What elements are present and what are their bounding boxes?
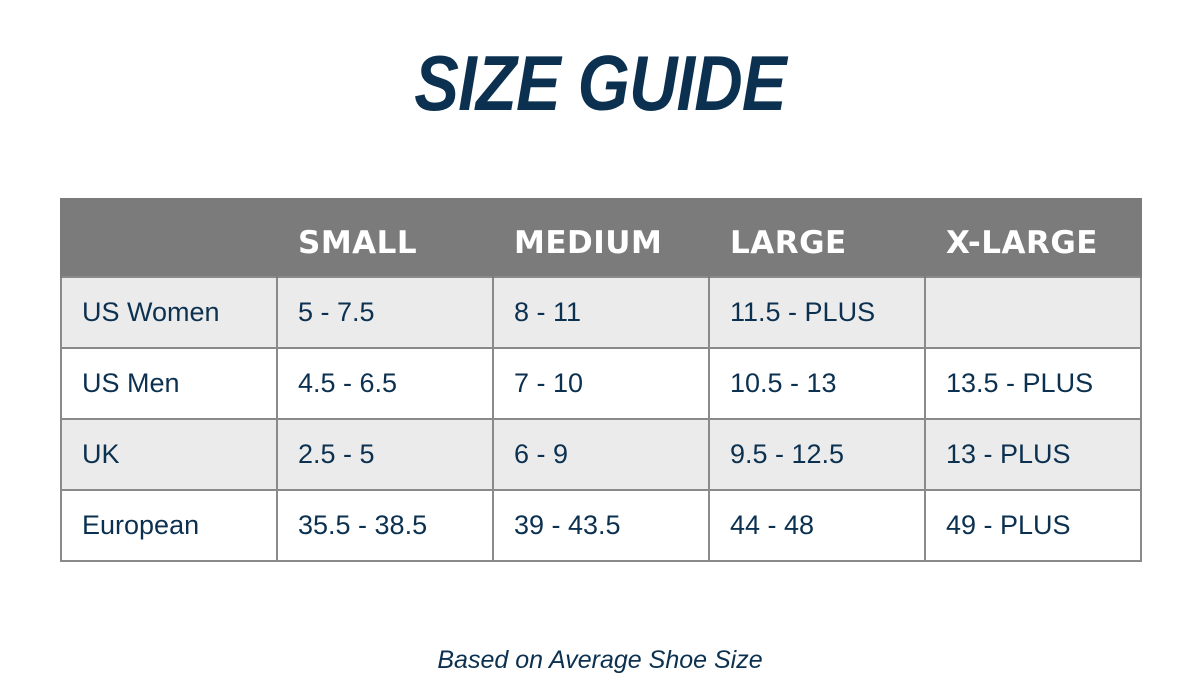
size-table: SMALL MEDIUM LARGE X-LARGE US Women 5 - … xyxy=(60,198,1142,562)
table-cell: 39 - 43.5 xyxy=(492,489,710,562)
table-cell: 44 - 48 xyxy=(708,489,926,562)
header-cell-empty xyxy=(60,198,278,277)
table-cell: 8 - 11 xyxy=(492,276,710,349)
header-cell-small: SMALL xyxy=(276,198,494,277)
table-row-european: European 35.5 - 38.5 39 - 43.5 44 - 48 4… xyxy=(60,489,1142,562)
table-cell: 2.5 - 5 xyxy=(276,418,494,491)
table-row-uk: UK 2.5 - 5 6 - 9 9.5 - 12.5 13 - PLUS xyxy=(60,418,1142,491)
table-cell: 5 - 7.5 xyxy=(276,276,494,349)
table-row-us-women: US Women 5 - 7.5 8 - 11 11.5 - PLUS xyxy=(60,276,1142,349)
table-cell: 11.5 - PLUS xyxy=(708,276,926,349)
table-cell: 9.5 - 12.5 xyxy=(708,418,926,491)
table-cell: 7 - 10 xyxy=(492,347,710,420)
table-cell: 4.5 - 6.5 xyxy=(276,347,494,420)
table-cell: 13.5 - PLUS xyxy=(924,347,1142,420)
header-cell-large: LARGE xyxy=(708,198,926,277)
table-cell: 35.5 - 38.5 xyxy=(276,489,494,562)
table-row-us-men: US Men 4.5 - 6.5 7 - 10 10.5 - 13 13.5 -… xyxy=(60,347,1142,420)
row-label: US Men xyxy=(60,347,278,420)
row-label: European xyxy=(60,489,278,562)
footnote: Based on Average Shoe Size xyxy=(437,646,763,674)
header-row: SMALL MEDIUM LARGE X-LARGE xyxy=(60,198,1142,277)
row-label: US Women xyxy=(60,276,278,349)
header-cell-x-large: X-LARGE xyxy=(924,198,1142,277)
table-cell: 6 - 9 xyxy=(492,418,710,491)
row-label: UK xyxy=(60,418,278,491)
table-cell: 13 - PLUS xyxy=(924,418,1142,491)
table-cell: 10.5 - 13 xyxy=(708,347,926,420)
table-cell xyxy=(924,276,1142,349)
table-cell: 49 - PLUS xyxy=(924,489,1142,562)
header-cell-medium: MEDIUM xyxy=(492,198,710,277)
page-title: SIZE GUIDE xyxy=(414,39,786,127)
